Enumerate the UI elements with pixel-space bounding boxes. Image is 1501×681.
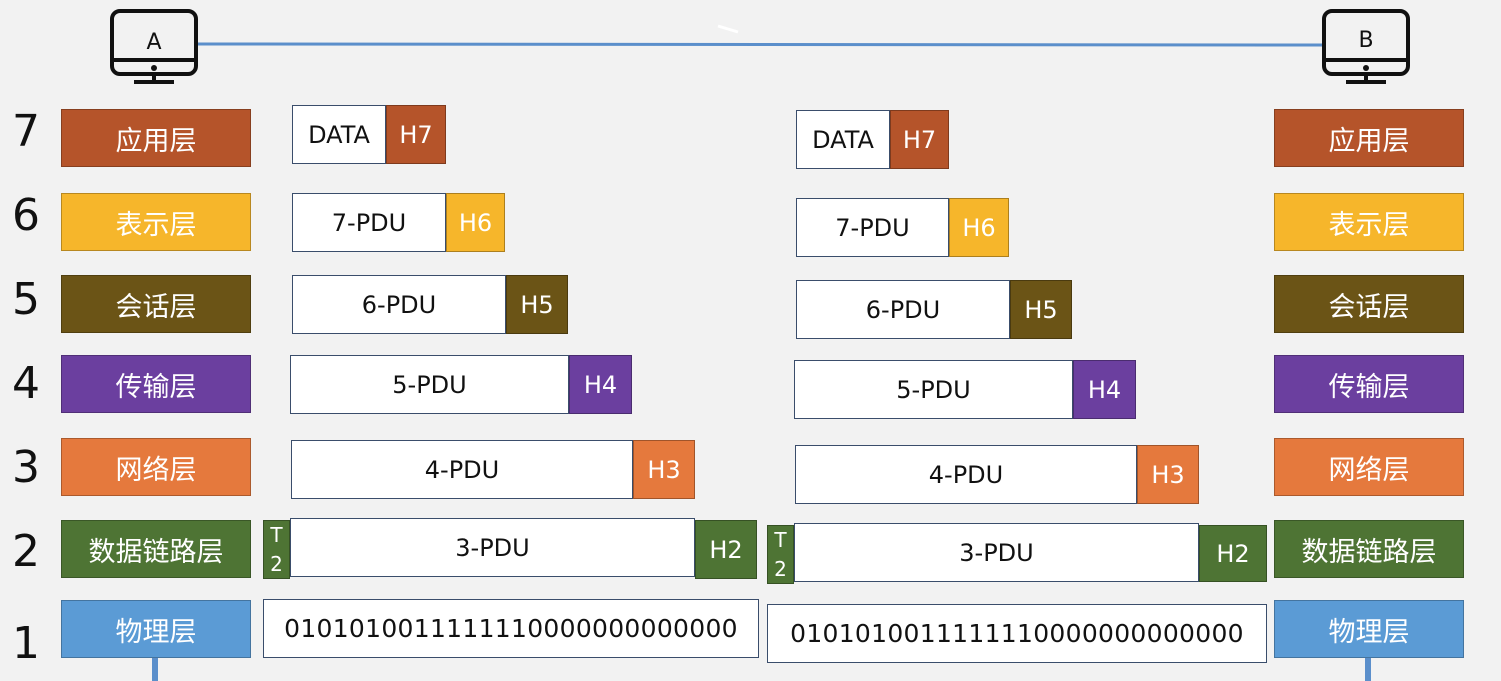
host-b-transport-layer[interactable]: 传输层 [1274, 355, 1464, 413]
host-b-network-layer[interactable]: 网络层 [1274, 438, 1464, 496]
host-a[interactable]: A [108, 8, 200, 88]
receiver-l1-bitstream: 0101010011111110000000000000 [767, 604, 1267, 663]
network-link [196, 24, 1327, 47]
host-b-physical-layer[interactable]: 物理层 [1274, 600, 1464, 658]
receiver-l6-pdu: 7-PDU [796, 198, 949, 257]
receiver-l2-trailer-bottom: 2 [774, 556, 787, 581]
sender-l5-header: H5 [506, 275, 568, 334]
host-b[interactable]: B [1320, 8, 1412, 88]
host-b-session-layer[interactable]: 会话层 [1274, 275, 1464, 333]
receiver-l3-pdu: 4-PDU [795, 445, 1137, 504]
sender-l2-header: H2 [695, 520, 757, 579]
sender-l4-pdu: 5-PDU [290, 355, 569, 414]
sender-l2-trailer: T 2 [263, 520, 290, 579]
receiver-l2-header: H2 [1199, 525, 1267, 582]
host-a-session-layer[interactable]: 会话层 [61, 275, 251, 333]
sender-l5-pdu: 6-PDU [292, 275, 506, 334]
host-a-datalink-layer[interactable]: 数据链路层 [61, 520, 251, 578]
receiver-l6-header: H6 [949, 198, 1009, 257]
computer-icon [1322, 9, 1410, 84]
host-b-datalink-layer[interactable]: 数据链路层 [1274, 520, 1464, 578]
sender-l7-header: H7 [386, 105, 446, 164]
receiver-l4-header: H4 [1073, 360, 1136, 419]
computer-icon [110, 9, 198, 84]
layer-number-6: 6 [12, 190, 40, 241]
layer-number-5: 5 [12, 274, 40, 325]
host-a-physical-layer[interactable]: 物理层 [61, 600, 251, 658]
layer-number-1: 1 [12, 618, 40, 669]
receiver-l2-trailer: T 2 [767, 525, 794, 584]
sender-l2-pdu: 3-PDU [290, 518, 695, 577]
host-a-transport-layer[interactable]: 传输层 [61, 355, 251, 413]
host-a-presentation-layer[interactable]: 表示层 [61, 193, 251, 251]
receiver-l4-pdu: 5-PDU [794, 360, 1073, 419]
host-b-physical-link [1365, 658, 1371, 681]
receiver-l5-pdu: 6-PDU [796, 280, 1010, 339]
layer-number-7: 7 [12, 106, 40, 157]
sender-l7-data: DATA [292, 105, 386, 164]
layer-number-2: 2 [12, 526, 40, 577]
sender-l3-pdu: 4-PDU [291, 440, 633, 499]
layer-number-3: 3 [12, 442, 40, 493]
receiver-l3-header: H3 [1137, 445, 1199, 504]
receiver-l2-pdu: 3-PDU [794, 523, 1199, 582]
sender-l6-pdu: 7-PDU [292, 193, 446, 252]
sender-l1-bitstream: 0101010011111110000000000000 [263, 599, 759, 658]
sender-l3-header: H3 [633, 440, 695, 499]
receiver-l7-header: H7 [890, 110, 949, 169]
receiver-l5-header: H5 [1010, 280, 1072, 339]
host-a-network-layer[interactable]: 网络层 [61, 438, 251, 496]
receiver-l7-data: DATA [796, 110, 890, 169]
sender-l2-trailer-bottom: 2 [270, 551, 283, 576]
sender-l4-header: H4 [569, 355, 632, 414]
host-a-label: A [146, 30, 162, 55]
host-b-application-layer[interactable]: 应用层 [1274, 109, 1464, 167]
host-a-physical-link [152, 658, 158, 681]
receiver-l2-trailer-top: T [774, 528, 787, 553]
sender-l2-trailer-top: T [270, 523, 283, 548]
host-a-application-layer[interactable]: 应用层 [61, 109, 251, 167]
host-b-presentation-layer[interactable]: 表示层 [1274, 193, 1464, 251]
host-b-label: B [1358, 28, 1374, 53]
sender-l6-header: H6 [446, 193, 505, 252]
layer-number-4: 4 [12, 358, 40, 409]
